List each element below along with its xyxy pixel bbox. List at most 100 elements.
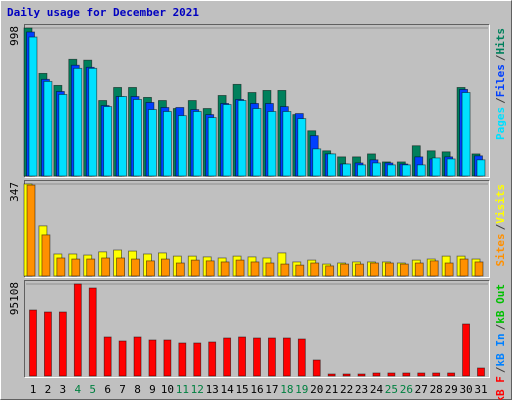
bar <box>56 257 66 277</box>
x-tick-label: 29 <box>445 383 458 396</box>
y-tick-label: 95108 <box>8 282 21 315</box>
bar <box>220 261 230 277</box>
bar <box>372 162 381 177</box>
bar <box>103 336 112 377</box>
bar <box>444 262 454 277</box>
bar <box>235 259 245 277</box>
legend: kB F/kB In/kB Out <box>494 284 507 400</box>
bar <box>253 337 261 377</box>
x-tick-label: 31 <box>474 383 487 396</box>
legend-separator: / <box>494 97 507 104</box>
panel-bevel-light <box>24 24 490 178</box>
bar <box>41 234 51 277</box>
bar <box>417 372 426 377</box>
bar <box>160 258 170 277</box>
bar <box>205 260 215 277</box>
bar <box>282 337 291 377</box>
x-tick-label: 18 <box>280 383 293 396</box>
bar <box>238 336 246 377</box>
x-tick-label: 5 <box>89 383 96 396</box>
bar <box>222 104 232 177</box>
bar <box>297 338 306 377</box>
bar <box>387 372 396 377</box>
bar <box>431 157 441 177</box>
legend: Pages/Files/Hits <box>494 28 507 140</box>
bar <box>429 260 439 277</box>
bar <box>116 257 125 277</box>
bar <box>399 263 409 277</box>
bar <box>131 258 140 277</box>
bar <box>175 262 185 277</box>
legend-entry: Sites <box>494 233 507 266</box>
bar <box>192 111 202 177</box>
bar <box>162 111 172 177</box>
bar <box>402 372 411 377</box>
y-tick-label: 998 <box>8 26 21 46</box>
x-tick-label: 14 <box>221 383 235 396</box>
legend-separator: / <box>494 323 507 330</box>
legend-separator: / <box>494 366 507 373</box>
bar <box>447 372 456 377</box>
bar <box>282 111 292 177</box>
bar <box>73 67 83 177</box>
x-tick-label: 24 <box>370 383 384 396</box>
x-tick-label: 19 <box>295 383 308 396</box>
bar <box>342 373 351 377</box>
x-tick-label: 7 <box>119 383 126 396</box>
bar <box>177 115 187 177</box>
bar <box>88 287 97 377</box>
bar <box>432 372 441 377</box>
bar <box>193 342 202 377</box>
x-tick-label: 26 <box>400 383 413 396</box>
legend-entry: kB In <box>494 333 507 366</box>
x-tick-label: 9 <box>149 383 156 396</box>
x-tick-label: 1 <box>30 383 37 396</box>
bar <box>474 261 484 277</box>
bar <box>340 263 350 277</box>
x-tick-label: 10 <box>161 383 174 396</box>
legend-separator: / <box>494 54 507 61</box>
bar <box>86 258 96 277</box>
bar <box>461 92 471 177</box>
x-tick-label: 27 <box>415 383 428 396</box>
legend-entry: Visits <box>494 184 507 224</box>
bar <box>446 158 456 177</box>
bar <box>88 67 98 177</box>
bar <box>73 283 82 377</box>
bar <box>416 164 426 177</box>
bar <box>58 311 67 377</box>
x-tick-label: 15 <box>235 383 248 396</box>
bar <box>355 263 364 277</box>
bar <box>401 164 411 177</box>
legend-entry: Pages <box>494 107 507 140</box>
y-tick-label: 347 <box>8 182 21 202</box>
x-tick-label: 30 <box>459 383 472 396</box>
bar <box>267 111 277 177</box>
panel-bevel-light <box>24 280 490 378</box>
bar <box>207 117 217 177</box>
bar <box>178 342 187 377</box>
bar <box>370 262 379 277</box>
x-tick-label: 4 <box>74 383 81 396</box>
legend-entry: kB Out <box>494 284 507 324</box>
x-tick-label: 21 <box>325 383 338 396</box>
x-tick-label: 3 <box>60 383 67 396</box>
bar <box>462 323 470 377</box>
legend-entry: Files <box>494 64 507 97</box>
bar <box>342 163 352 177</box>
bar <box>118 340 127 377</box>
chart-title: Daily usage for December 2021 <box>7 6 199 19</box>
bar <box>312 359 321 377</box>
bar <box>327 373 336 377</box>
bar <box>29 309 37 377</box>
panel-bevel-dark <box>24 280 490 378</box>
bar <box>146 260 155 277</box>
x-tick-label: 20 <box>310 383 323 396</box>
bar <box>297 118 307 177</box>
bar <box>357 164 366 177</box>
bar <box>310 262 320 277</box>
bar <box>190 259 200 277</box>
bar <box>384 262 394 277</box>
